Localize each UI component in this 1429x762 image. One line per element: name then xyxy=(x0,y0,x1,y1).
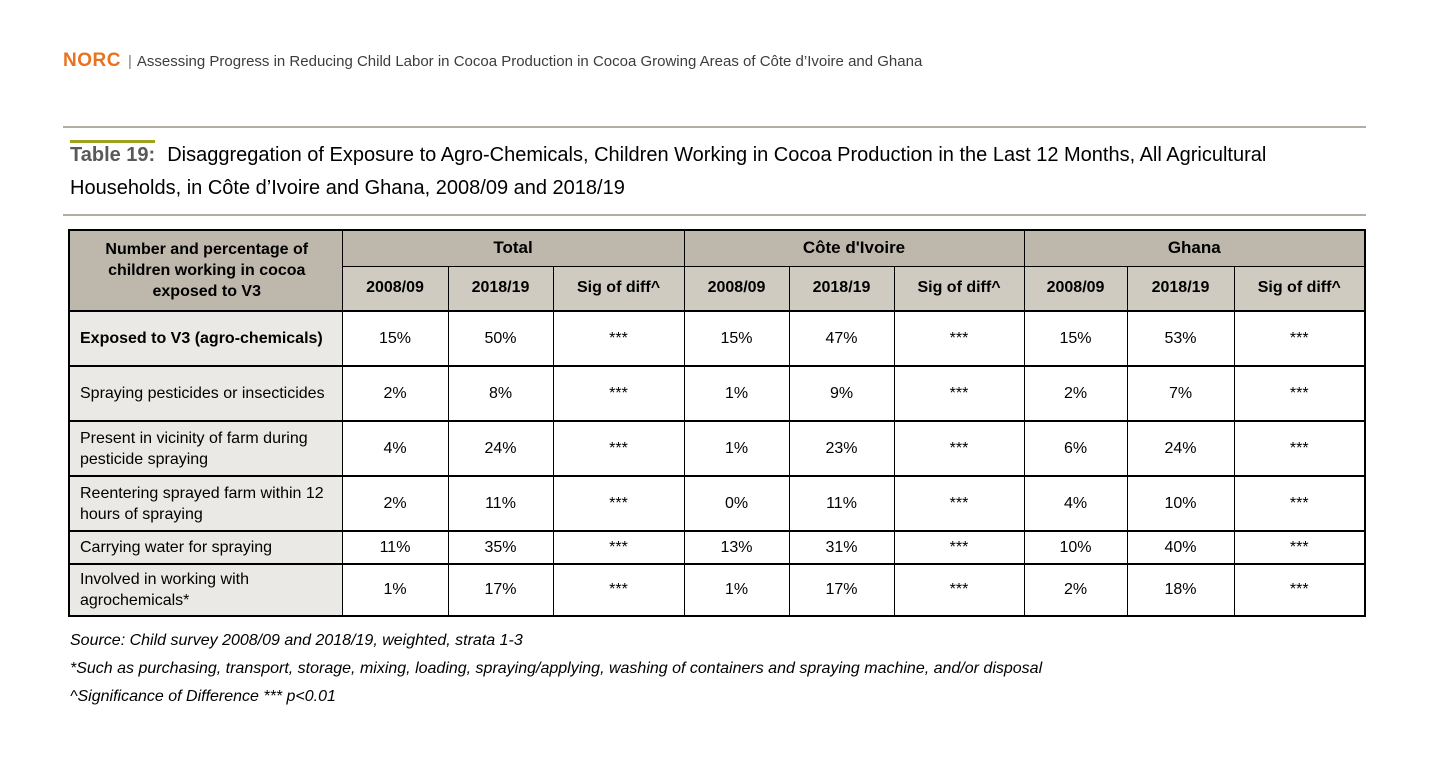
data-cell: 10% xyxy=(1023,530,1128,565)
data-cell: *** xyxy=(893,310,1025,367)
col-header: Sig of diff^ xyxy=(552,265,685,312)
data-cell: 35% xyxy=(447,530,554,565)
data-cell: *** xyxy=(893,475,1025,532)
table-row: Involved in working with agrochemicals* … xyxy=(68,563,1366,617)
norc-logo: NORC xyxy=(63,50,121,71)
stub-header-cell: Number and percentage of children workin… xyxy=(68,229,343,312)
data-cell: 7% xyxy=(1126,365,1235,422)
data-cell: 15% xyxy=(683,310,790,367)
data-cell: 11% xyxy=(341,530,449,565)
sub-header-row: 2008/09 2018/19 Sig of diff^ 2008/09 201… xyxy=(69,265,1366,312)
table-row: Present in vicinity of farm during pesti… xyxy=(68,420,1366,477)
col-header: 2008/09 xyxy=(1023,265,1128,312)
col-header: 2018/19 xyxy=(788,265,895,312)
data-cell: *** xyxy=(552,530,685,565)
data-cell: 4% xyxy=(341,420,449,477)
data-cell: *** xyxy=(1233,563,1366,617)
data-cell: *** xyxy=(552,563,685,617)
data-cell: *** xyxy=(1233,420,1366,477)
data-cell: *** xyxy=(1233,530,1366,565)
report-title: Assessing Progress in Reducing Child Lab… xyxy=(136,53,923,70)
data-cell: *** xyxy=(552,420,685,477)
data-cell: 10% xyxy=(1126,475,1235,532)
col-header: 2008/09 xyxy=(683,265,790,312)
table-caption-text: Disaggregation of Exposure to Agro-Chemi… xyxy=(70,144,1267,199)
data-cell: 47% xyxy=(788,310,895,367)
data-cell: 15% xyxy=(1023,310,1128,367)
data-cell: 11% xyxy=(447,475,554,532)
group-header-row: Number and percentage of children workin… xyxy=(68,229,1366,312)
data-cell: 1% xyxy=(683,420,790,477)
document-page: NORC | Assessing Progress in Reducing Chil… xyxy=(63,50,1370,711)
data-cell: 17% xyxy=(447,563,554,617)
table-row: Carrying water for spraying 11% 35% *** … xyxy=(68,530,1366,565)
data-cell: 1% xyxy=(341,563,449,617)
data-cell: 2% xyxy=(341,475,449,532)
header-divider: | xyxy=(127,53,132,70)
data-cell: *** xyxy=(552,310,685,367)
table-caption-label: Table 19: xyxy=(70,140,156,166)
data-cell: 1% xyxy=(683,563,790,617)
table-row: Reentering sprayed farm within 12 hours … xyxy=(68,475,1366,532)
data-cell: *** xyxy=(893,365,1025,422)
col-header: 2018/19 xyxy=(447,265,554,312)
asterisk-note: *Such as purchasing, transport, storage,… xyxy=(70,660,1043,677)
data-cell: 23% xyxy=(788,420,895,477)
caption-rule xyxy=(63,214,1366,216)
data-cell: 1% xyxy=(683,365,790,422)
running-header: NORC | Assessing Progress in Reducing Chil… xyxy=(63,50,1366,74)
data-cell: *** xyxy=(1233,475,1366,532)
table-footnotes: Source: Child survey 2008/09 and 2018/19… xyxy=(70,627,1366,711)
row-label: Involved in working with agrochemicals* xyxy=(68,563,343,617)
table-row: Exposed to V3 (agro-chemicals) 15% 50% *… xyxy=(68,310,1366,367)
data-cell: 9% xyxy=(788,365,895,422)
data-cell: *** xyxy=(1233,310,1366,367)
data-cell: *** xyxy=(893,563,1025,617)
data-cell: 0% xyxy=(683,475,790,532)
data-cell: 53% xyxy=(1126,310,1235,367)
data-cell: 2% xyxy=(1023,365,1128,422)
group-header-total: Total xyxy=(341,229,685,267)
col-header: Sig of diff^ xyxy=(1233,265,1366,312)
data-cell: 40% xyxy=(1126,530,1235,565)
group-header-cote-divoire: Côte d'Ivoire xyxy=(683,229,1025,267)
data-cell: *** xyxy=(1233,365,1366,422)
group-header-ghana: Ghana xyxy=(1023,229,1366,267)
data-cell: *** xyxy=(552,475,685,532)
data-cell: 50% xyxy=(447,310,554,367)
data-cell: 4% xyxy=(1023,475,1128,532)
table-19: Number and percentage of children workin… xyxy=(68,229,1367,617)
data-cell: 11% xyxy=(788,475,895,532)
data-cell: 31% xyxy=(788,530,895,565)
col-header: 2008/09 xyxy=(341,265,449,312)
col-header: 2018/19 xyxy=(1126,265,1235,312)
data-cell: *** xyxy=(893,530,1025,565)
data-cell: *** xyxy=(893,420,1025,477)
data-cell: *** xyxy=(552,365,685,422)
data-cell: 13% xyxy=(683,530,790,565)
significance-note: ^Significance of Difference *** p<0.01 xyxy=(70,688,336,705)
col-header: Sig of diff^ xyxy=(893,265,1025,312)
row-label: Exposed to V3 (agro-chemicals) xyxy=(68,310,343,367)
data-cell: 2% xyxy=(341,365,449,422)
data-cell: 6% xyxy=(1023,420,1128,477)
data-cell: 24% xyxy=(447,420,554,477)
table-row: Spraying pesticides or insecticides 2% 8… xyxy=(68,365,1366,422)
row-label: Reentering sprayed farm within 12 hours … xyxy=(68,475,343,532)
source-note: Source: Child survey 2008/09 and 2018/19… xyxy=(70,632,523,649)
data-cell: 15% xyxy=(341,310,449,367)
data-cell: 18% xyxy=(1126,563,1235,617)
data-cell: 2% xyxy=(1023,563,1128,617)
data-cell: 17% xyxy=(788,563,895,617)
row-label: Present in vicinity of farm during pesti… xyxy=(68,420,343,477)
top-rule xyxy=(63,126,1366,128)
row-label: Carrying water for spraying xyxy=(68,530,343,565)
data-cell: 24% xyxy=(1126,420,1235,477)
row-label: Spraying pesticides or insecticides xyxy=(68,365,343,422)
data-cell: 8% xyxy=(447,365,554,422)
table-caption: Table 19: Disaggregation of Exposure to A… xyxy=(70,139,1370,205)
